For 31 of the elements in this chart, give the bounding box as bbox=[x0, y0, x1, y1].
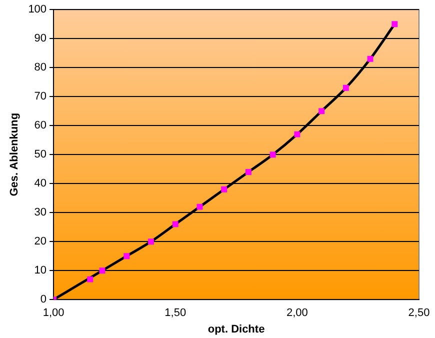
y-tick-label: 10 bbox=[34, 264, 47, 277]
y-tick-label: 60 bbox=[34, 120, 47, 132]
x-tick-label: 1,00 bbox=[42, 307, 64, 320]
y-tick-label: 50 bbox=[34, 148, 47, 161]
point bbox=[124, 253, 130, 260]
point bbox=[196, 204, 203, 210]
y-tick-label: 40 bbox=[34, 178, 47, 190]
y-tick-label: 0 bbox=[40, 294, 47, 306]
point bbox=[367, 56, 374, 62]
x-tick-label: 1,50 bbox=[164, 307, 186, 320]
x-tick-label: 2,00 bbox=[286, 307, 308, 320]
point bbox=[318, 108, 325, 114]
point bbox=[270, 152, 276, 158]
y-axis-title: Ges. Ablenkung bbox=[8, 112, 21, 196]
x-tick-label: 2,50 bbox=[408, 307, 430, 320]
y-tick-label: 20 bbox=[34, 236, 47, 248]
point bbox=[99, 268, 106, 274]
y-tick-label: 100 bbox=[28, 4, 47, 16]
y-tick-label: 90 bbox=[34, 32, 47, 45]
x-axis-title: opt. Dichte bbox=[208, 323, 265, 336]
y-tick-label: 30 bbox=[34, 206, 47, 219]
y-tick-label: 70 bbox=[34, 90, 47, 103]
point bbox=[245, 169, 252, 175]
point bbox=[294, 131, 300, 138]
point bbox=[87, 276, 94, 282]
point bbox=[172, 221, 178, 228]
point bbox=[221, 186, 228, 192]
point bbox=[148, 238, 154, 245]
y-tick-label: 80 bbox=[34, 62, 47, 74]
point bbox=[342, 84, 349, 91]
point bbox=[392, 21, 398, 28]
